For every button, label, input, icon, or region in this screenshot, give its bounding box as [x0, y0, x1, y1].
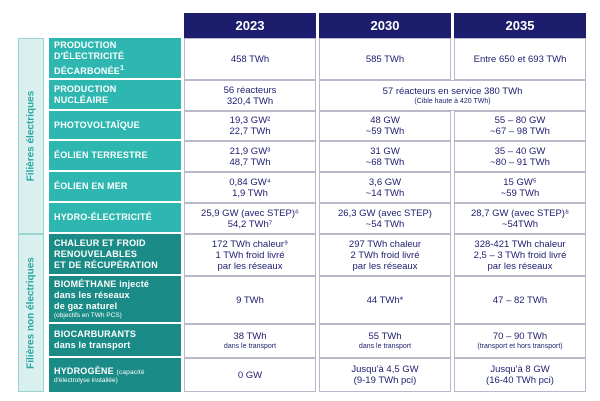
cell-hydrogene-2030: Jusqu'à 4,5 GW (9-19 TWh pci) [319, 358, 451, 392]
label-line: D'ÉLECTRICITÉ [54, 50, 125, 61]
cell-biocarburants-2035: 70 – 90 TWh (transport et hors transport) [454, 324, 586, 358]
label-line: HYDROGÈNE (capacité [54, 365, 145, 376]
cell-eolien-en-mer-2030: 3,6 GW ~14 TWh [319, 172, 451, 203]
cell-hydrogene-2035: Jusqu'à 8 GW (16-40 TWh pci) [454, 358, 586, 392]
label-line: BIOCARBURANTS [54, 329, 137, 339]
cell-chaleur-froid-2030: 297 TWh chaleur 2 TWh froid livré par les … [319, 234, 451, 276]
row-label-production-decarbonee: PRODUCTION D'ÉLECTRICITÉ DÉCARBONÉE1 [49, 38, 181, 80]
row-label-eolien-terrestre: ÉOLIEN TERRESTRE [49, 141, 181, 172]
label-line: PRODUCTION [54, 83, 117, 94]
label-line: CHALEUR ET FROID [54, 237, 146, 248]
label-line: RENOUVELABLES [54, 248, 138, 259]
cell-hydro-electricite-2030: 26,3 GW (avec STEP) ~54 TWh [319, 203, 451, 234]
cell-hydrogene-2023: 0 GW [184, 358, 316, 392]
cell-production-nucleaire-2030-2035: 57 réacteurs en service 380 TWh (Cible ha… [319, 80, 586, 111]
label-subnote: (objectifs en TWh PCS) [54, 311, 122, 319]
cell-eolien-terrestre-2023: 21,9 GW³ 48,7 TWh [184, 141, 316, 172]
cell-chaleur-froid-2023: 172 TWh chaleur⁹ 1 TWh froid livré par les… [184, 234, 316, 276]
label-subnote: d'électrolyse installée) [54, 376, 118, 384]
cell-biomethane-2023: 9 TWh [184, 276, 316, 324]
label-line: DÉCARBONÉE1 [54, 62, 125, 76]
label-line: ÉOLIEN EN MER [54, 181, 128, 191]
row-label-photovoltaique: PHOTOVOLTAÏQUE [49, 111, 181, 141]
band-non-electric-label: Filières non électriques [25, 257, 37, 369]
cell-eolien-en-mer-2023: 0,84 GW⁴ 1,9 TWh [184, 172, 316, 203]
row-label-hydro-electricite: HYDRO-ÉLECTRICITÉ [49, 203, 181, 234]
cell-photovoltaique-2023: 19,3 GW² 22,7 TWh [184, 111, 316, 141]
cell-production-decarbonee-2023: 458 TWh [184, 38, 316, 80]
cell-hydro-electricite-2023: 25,9 GW (avec STEP)⁶ 54,2 TWh⁷ [184, 203, 316, 234]
label-line: NUCLÉAIRE [54, 94, 109, 105]
cell-hydro-electricite-2035: 28,7 GW (avec STEP)⁸ ~54TWh [454, 203, 586, 234]
band-non-electric: Filières non électriques [18, 234, 44, 392]
row-label-hydrogene: HYDROGÈNE (capacité d'électrolyse instal… [49, 358, 181, 392]
row-label-production-nucleaire: PRODUCTION NUCLÉAIRE [49, 80, 181, 111]
label-line: de gaz naturel [54, 300, 118, 311]
row-label-biocarburants: BIOCARBURANTS dans le transport [49, 324, 181, 358]
label-line: BIOMÉTHANE injecté [54, 278, 150, 289]
cell-biomethane-2035: 47 – 82 TWh [454, 276, 586, 324]
row-label-biomethane: BIOMÉTHANE injecté dans les réseaux de g… [49, 276, 181, 324]
cell-eolien-en-mer-2035: 15 GW⁵ ~59 TWh [454, 172, 586, 203]
cell-biomethane-2030: 44 TWh* [319, 276, 451, 324]
cell-biocarburants-2030: 55 TWh dans le transport [319, 324, 451, 358]
cell-production-decarbonee-2030: 585 TWh [319, 38, 451, 80]
cell-production-nucleaire-2023: 56 réacteurs 320,4 TWh [184, 80, 316, 111]
label-line: dans le transport [54, 340, 131, 350]
band-electric: Filières électriques [18, 38, 44, 234]
cell-production-decarbonee-2035: Entre 650 et 693 TWh [454, 38, 586, 80]
label-line: PRODUCTION [54, 39, 117, 50]
label-line: ÉOLIEN TERRESTRE [54, 150, 148, 160]
cell-biocarburants-2023: 38 TWh dans le transport [184, 324, 316, 358]
row-label-eolien-en-mer: ÉOLIEN EN MER [49, 172, 181, 203]
label-line: ET DE RÉCUPÉRATION [54, 259, 158, 270]
row-label-chaleur-froid: CHALEUR ET FROID RENOUVELABLES ET DE RÉC… [49, 234, 181, 276]
cell-photovoltaique-2030: 48 GW ~59 TWh [319, 111, 451, 141]
cell-chaleur-froid-2035: 328-421 TWh chaleur 2,5 – 3 TWh froid liv… [454, 234, 586, 276]
label-line: PHOTOVOLTAÏQUE [54, 119, 140, 130]
label-line: dans les réseaux [54, 289, 130, 300]
cell-eolien-terrestre-2030: 31 GW ~68 TWh [319, 141, 451, 172]
band-electric-label: Filières électriques [25, 90, 37, 182]
label-line: HYDRO-ÉLECTRICITÉ [54, 212, 152, 222]
cell-eolien-terrestre-2035: 35 – 40 GW ~80 – 91 TWh [454, 141, 586, 172]
year-header-2023: 2023 [184, 13, 316, 38]
year-header-2035: 2035 [454, 13, 586, 38]
cell-photovoltaique-2035: 55 – 80 GW ~67 – 98 TWh [454, 111, 586, 141]
year-header-2030: 2030 [319, 13, 451, 38]
